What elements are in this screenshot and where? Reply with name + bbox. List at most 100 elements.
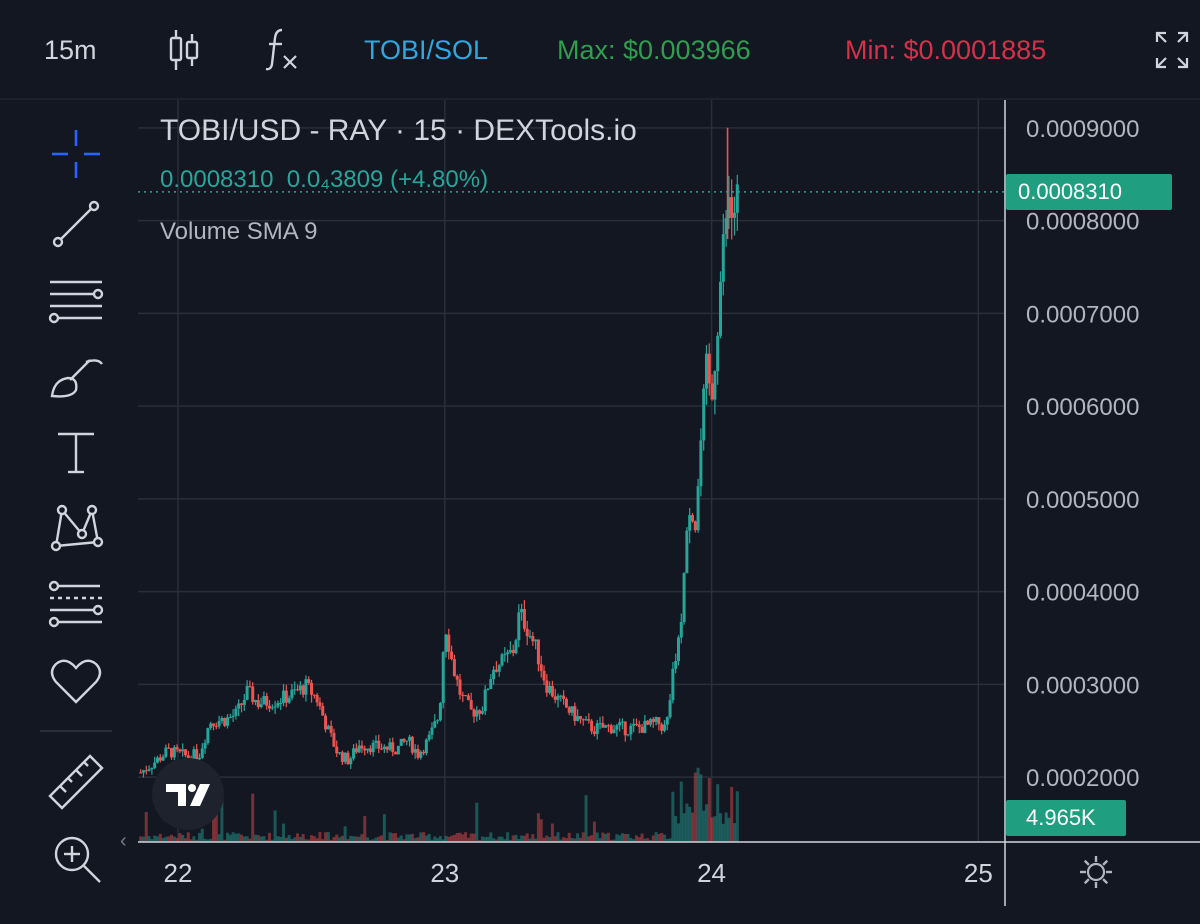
volume-bar: [273, 810, 277, 842]
volume-bar: [371, 839, 375, 842]
candle-body: [671, 668, 675, 701]
candle-body: [478, 710, 482, 714]
candle-body: [618, 722, 622, 726]
candle-body: [570, 706, 574, 713]
prediction-icon[interactable]: [46, 574, 106, 634]
collapse-arrow-icon[interactable]: ‹: [120, 830, 127, 852]
candle-body: [237, 703, 241, 709]
candle-body: [461, 694, 465, 696]
trend-line-icon[interactable]: [46, 194, 106, 254]
volume-bar: [178, 833, 182, 842]
candle-body: [240, 703, 244, 705]
horizontal-lines-icon[interactable]: [46, 270, 106, 330]
volume-bar: [520, 835, 524, 842]
volume-bar: [301, 833, 305, 842]
crosshair-icon[interactable]: [46, 124, 106, 184]
candle-body: [514, 640, 518, 654]
candle-body: [637, 724, 641, 727]
interval-selector[interactable]: 15m: [44, 35, 97, 65]
volume-bar: [620, 833, 624, 842]
zoom-in-icon[interactable]: [46, 828, 106, 888]
indicators-fx-icon[interactable]: [264, 26, 300, 72]
volume-bar: [634, 835, 638, 842]
volume-bar: [640, 833, 644, 842]
candle-body: [169, 748, 173, 758]
volume-bar: [147, 836, 151, 842]
fullscreen-icon[interactable]: [1154, 30, 1190, 70]
volume-bar: [573, 838, 577, 842]
candle-body: [665, 717, 669, 725]
volume-bar: [153, 835, 157, 842]
candle-body: [626, 734, 630, 736]
volume-bar: [427, 833, 431, 842]
candle-body: [528, 636, 532, 638]
candle-body: [363, 748, 367, 751]
candle-body: [422, 751, 426, 754]
candle-body: [147, 769, 151, 771]
candle-body: [360, 745, 364, 749]
volume-bar: [408, 834, 412, 842]
volume-bar: [265, 839, 269, 842]
price-tick-label: 0.0009000: [1026, 116, 1139, 143]
favorites-heart-icon[interactable]: [46, 652, 106, 712]
candle-body: [458, 679, 462, 695]
candle-body: [651, 719, 655, 723]
volume-bar: [455, 833, 459, 842]
candle-body: [203, 742, 207, 749]
volume-bar: [214, 801, 218, 842]
tradingview-logo[interactable]: [152, 758, 224, 830]
candlestick-icon[interactable]: [166, 28, 202, 72]
candle-body: [562, 695, 566, 700]
candle-body: [217, 721, 221, 727]
candle-body: [522, 609, 526, 629]
candle-body: [489, 679, 493, 690]
pair-link[interactable]: TOBI/SOL: [364, 35, 489, 65]
candle-body: [497, 665, 501, 672]
volume-bar: [338, 837, 342, 842]
candle-body: [374, 740, 378, 743]
candle-body: [598, 723, 602, 725]
volume-bar: [559, 839, 563, 842]
price-chart[interactable]: 0.0009000 0.0008000 0.0007000 0.0006000 0.00…: [0, 100, 1200, 924]
chart-grid: [138, 100, 1005, 842]
volume-bar: [315, 838, 319, 842]
brush-icon[interactable]: [46, 350, 106, 410]
candle-body: [382, 746, 386, 749]
candle-body: [606, 725, 610, 727]
candle-body: [682, 573, 686, 622]
candle-body: [399, 738, 403, 746]
volume-bar: [167, 836, 171, 842]
volume-indicator-label[interactable]: Volume SMA 9: [160, 218, 318, 245]
volume-bar: [402, 839, 406, 842]
volume-bar: [548, 837, 552, 842]
volume-bar: [391, 833, 395, 842]
volume-bar: [220, 796, 224, 842]
price-tick-label: 0.0005000: [1026, 487, 1139, 514]
candle-body: [632, 723, 636, 726]
volume-bar: [623, 833, 627, 842]
volume-bar: [368, 839, 372, 842]
volume-bar: [354, 836, 358, 842]
candle-body: [492, 669, 496, 680]
volume-bar: [444, 835, 448, 842]
volume-bar: [464, 832, 468, 842]
pattern-icon[interactable]: [46, 498, 106, 558]
candle-body: [394, 752, 398, 755]
volume-bar: [668, 838, 672, 842]
volume-bar: [567, 832, 571, 842]
volume-bar: [489, 832, 493, 842]
volume-bar: [234, 833, 238, 842]
volume-bar: [469, 833, 473, 842]
candle-body: [732, 212, 736, 218]
volume-bar: [592, 821, 596, 842]
candle-body: [158, 757, 162, 761]
candle-body: [676, 637, 680, 662]
settings-gear-icon[interactable]: [1076, 852, 1116, 892]
text-icon[interactable]: [46, 424, 106, 484]
candle-body: [371, 742, 375, 753]
price-tick-label: 0.0002000: [1026, 765, 1139, 792]
ruler-icon[interactable]: [46, 752, 106, 812]
volume-bar: [360, 834, 364, 842]
volume-bars: [139, 767, 739, 842]
volume-bar: [169, 834, 173, 842]
